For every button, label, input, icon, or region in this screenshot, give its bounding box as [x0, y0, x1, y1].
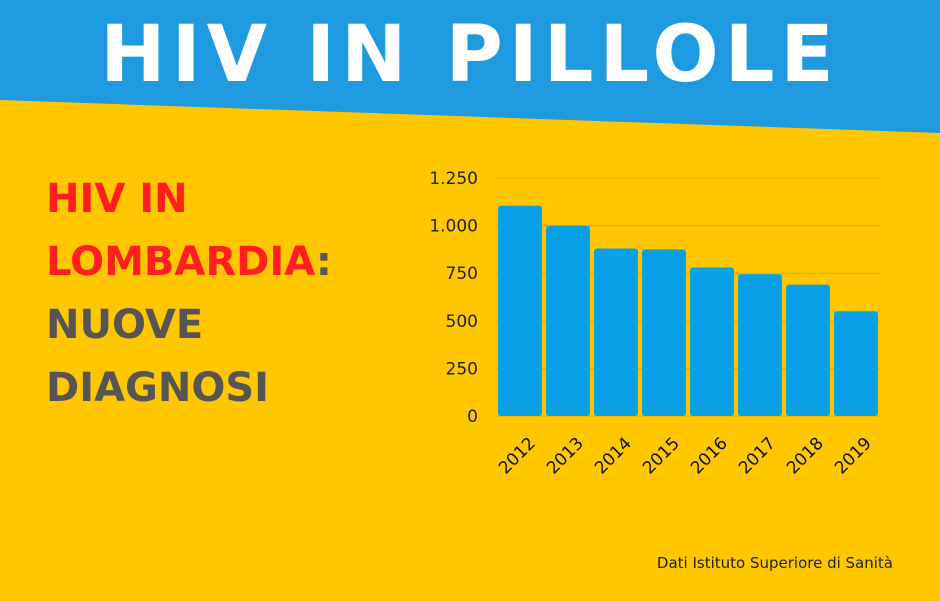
bar	[738, 274, 782, 416]
x-tick-label: 2019	[831, 434, 876, 479]
x-tick-label: 2015	[639, 434, 684, 479]
y-tick-label: 750	[446, 264, 478, 284]
y-tick-label: 250	[446, 359, 478, 379]
y-tick-label: 1.250	[429, 169, 478, 189]
bar	[594, 248, 638, 416]
headline: HIV IN LOMBARDIA: NUOVE DIAGNOSI	[46, 168, 332, 420]
page-title: HIV IN PILLOLE	[100, 10, 840, 100]
x-tick-label: 2013	[543, 434, 588, 479]
bar	[498, 205, 542, 416]
bar	[546, 225, 590, 416]
x-tick-label: 2016	[687, 434, 732, 479]
x-tick-label: 2018	[783, 434, 828, 479]
x-tick-label: 2012	[495, 434, 540, 479]
bar	[690, 267, 734, 416]
title-banner	[0, 0, 940, 133]
headline-line-4: DIAGNOSI	[46, 365, 270, 411]
headline-line-3: NUOVE	[46, 302, 204, 348]
headline-line-2: LOMBARDIA:	[46, 231, 332, 294]
bar	[834, 311, 878, 416]
source-note: Dati Istituto Superiore di Sanità	[656, 554, 893, 572]
y-tick-label: 500	[446, 312, 478, 332]
bar	[642, 249, 686, 416]
x-tick-label: 2014	[591, 434, 636, 479]
y-tick-label: 1.000	[429, 217, 478, 237]
headline-region: LOMBARDIA	[46, 239, 316, 285]
bar	[786, 284, 830, 416]
headline-line-1: HIV IN	[46, 176, 188, 222]
y-tick-label: 0	[467, 407, 478, 427]
headline-colon: :	[315, 239, 332, 285]
banner-shape	[0, 0, 940, 133]
x-tick-label: 2017	[735, 434, 780, 479]
